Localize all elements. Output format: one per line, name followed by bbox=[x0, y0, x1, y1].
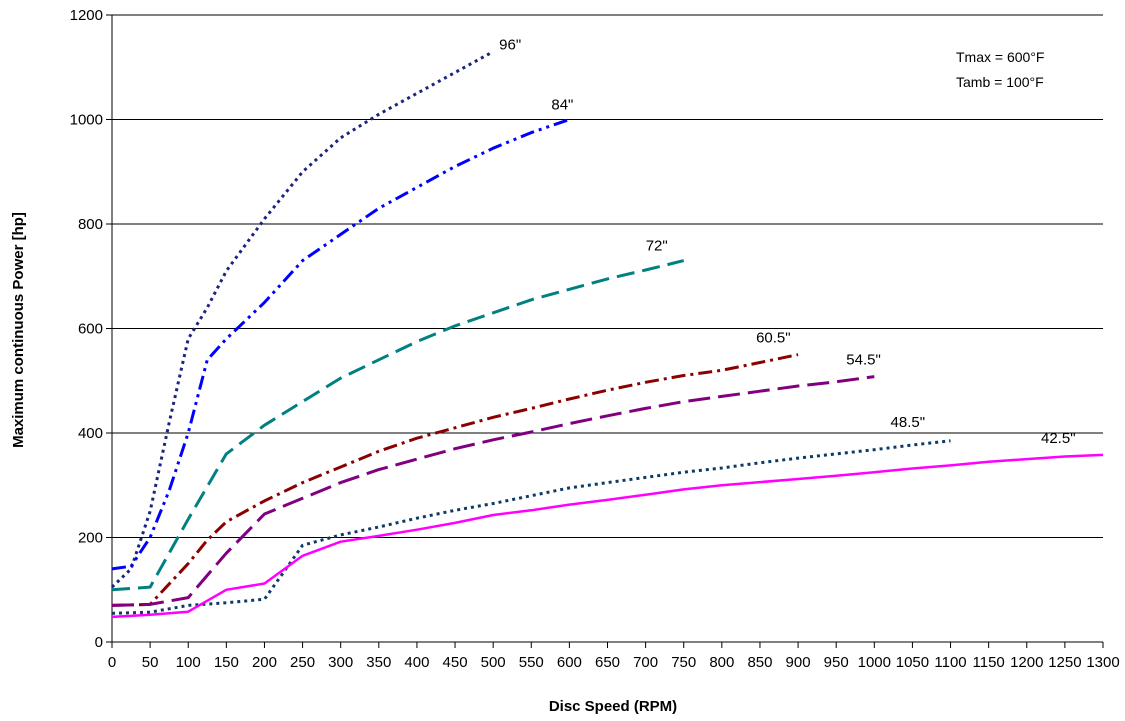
x-tick-label: 50 bbox=[142, 654, 159, 671]
series-line-3 bbox=[111, 353, 799, 607]
series-line-4 bbox=[111, 375, 875, 607]
series-label-5: 48.5" bbox=[891, 414, 926, 431]
x-tick-labels: 0 50 100 150 200 250 300 350 400 450 500 550 600 650 7… bbox=[108, 654, 1120, 671]
y-axis-title: Maximum continuous Power [hp] bbox=[10, 212, 27, 448]
x-tick-label: 1000 bbox=[858, 654, 891, 671]
x-tick-label: 0 bbox=[108, 654, 116, 671]
series-line-5 bbox=[111, 439, 951, 615]
x-tick-label: 950 bbox=[824, 654, 849, 671]
annotation-tmax: Tmax = 600°F bbox=[956, 49, 1044, 65]
x-tick-label: 1150 bbox=[973, 654, 1005, 671]
y-tick-label: 1200 bbox=[70, 7, 103, 24]
x-tick-label: 750 bbox=[671, 654, 696, 671]
x-tick-label: 350 bbox=[366, 654, 391, 671]
series-label-0: 96" bbox=[499, 37, 521, 54]
x-tick-label: 100 bbox=[176, 654, 201, 671]
y-tick-labels: 0 200 400 600 800 1000 1200 bbox=[70, 7, 103, 651]
series-label-6: 42.5" bbox=[1041, 430, 1076, 447]
x-tick-label: 850 bbox=[747, 654, 772, 671]
series-label-2: 72" bbox=[646, 238, 668, 255]
x-tick-label: 300 bbox=[328, 654, 353, 671]
y-tick-label: 1000 bbox=[70, 112, 103, 129]
x-tick-label: 450 bbox=[443, 654, 468, 671]
series-line-1 bbox=[111, 118, 570, 571]
series-line-6 bbox=[111, 453, 1104, 619]
y-tick-label: 800 bbox=[78, 216, 103, 233]
series-label-4: 54.5" bbox=[846, 352, 881, 369]
grid-lines bbox=[112, 14, 1103, 538]
series-line-2 bbox=[111, 259, 685, 592]
y-tick-label: 400 bbox=[78, 425, 103, 442]
x-tick-label: 1100 bbox=[934, 654, 966, 671]
x-tick-label: 1250 bbox=[1048, 654, 1081, 671]
y-tick-label: 600 bbox=[78, 321, 103, 338]
x-tick-label: 1200 bbox=[1010, 654, 1043, 671]
x-tick-label: 650 bbox=[595, 654, 620, 671]
series-labels: 96" 84" 72" 60.5" 54.5" 48.5" 42.5" bbox=[499, 37, 1075, 447]
series-label-3: 60.5" bbox=[756, 330, 791, 347]
x-tick-label: 700 bbox=[633, 654, 658, 671]
x-tick-label: 250 bbox=[290, 654, 315, 671]
x-tick-label: 200 bbox=[252, 654, 277, 671]
x-tick-label: 800 bbox=[709, 654, 734, 671]
series-label-1: 84" bbox=[551, 97, 573, 114]
x-tick-label: 1300 bbox=[1086, 654, 1119, 671]
x-axis-title: Disc Speed (RPM) bbox=[549, 698, 677, 715]
x-tick-label: 550 bbox=[519, 654, 544, 671]
y-tick-label: 0 bbox=[95, 634, 103, 651]
x-tick-label: 600 bbox=[557, 654, 582, 671]
annotation-tamb: Tamb = 100°F bbox=[956, 74, 1044, 90]
series-line-0 bbox=[110, 50, 494, 589]
series-lines bbox=[110, 50, 1104, 619]
axes bbox=[106, 14, 1104, 648]
x-tick-label: 1050 bbox=[896, 654, 929, 671]
x-tick-label: 500 bbox=[481, 654, 506, 671]
x-tick-label: 900 bbox=[786, 654, 811, 671]
x-tick-label: 400 bbox=[404, 654, 429, 671]
x-tick-label: 150 bbox=[214, 654, 239, 671]
y-tick-label: 200 bbox=[78, 530, 103, 547]
